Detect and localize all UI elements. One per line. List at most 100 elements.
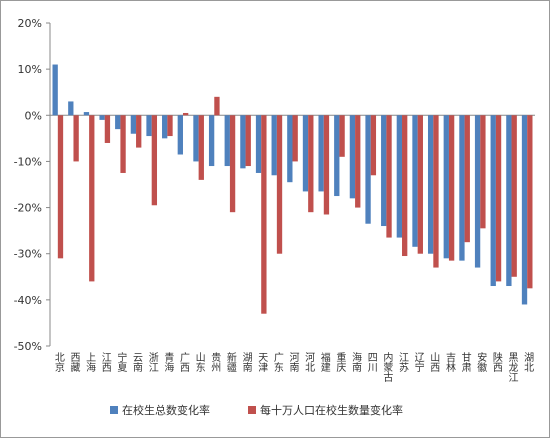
- bar: [229, 115, 236, 213]
- x-tick-label: 宁夏: [115, 351, 127, 372]
- bar: [433, 115, 439, 268]
- bar: [323, 115, 330, 215]
- x-tick-label: 山东: [193, 352, 205, 372]
- bar: [339, 115, 345, 157]
- x-tick-label: 海南: [350, 351, 362, 372]
- bar: [443, 115, 449, 259]
- x-tick-label: 青海: [162, 351, 174, 373]
- bar: [162, 115, 168, 139]
- bar: [245, 115, 251, 167]
- bar: [115, 115, 121, 130]
- bar: [136, 115, 142, 148]
- bar: [214, 96, 220, 116]
- legend-swatch: [110, 406, 118, 414]
- x-tick-label: 河南: [287, 352, 299, 372]
- bar: [146, 115, 152, 137]
- y-tick-label: 0%: [25, 109, 42, 122]
- bar: [208, 115, 215, 167]
- bar: [99, 115, 105, 120]
- x-tick-label: 河北: [303, 352, 315, 372]
- y-tick-label: -50%: [14, 340, 42, 353]
- bar: [276, 115, 283, 254]
- bar: [182, 112, 189, 116]
- bar: [334, 115, 340, 197]
- bar: [57, 115, 64, 259]
- x-tick-label: 江西: [99, 352, 111, 372]
- bar: [318, 115, 324, 192]
- bar: [151, 115, 158, 206]
- bar: [89, 115, 95, 282]
- y-tick-label: 10%: [18, 63, 42, 76]
- y-tick-label: 20%: [18, 17, 42, 30]
- bar: [308, 115, 314, 213]
- x-tick-label: 安徽: [475, 351, 487, 373]
- x-tick-label: 上海: [84, 352, 96, 373]
- x-tick-label: 甘肃: [459, 351, 471, 373]
- x-tick-label: 陕西: [490, 351, 502, 372]
- legend-label: 在校生总数变化率: [122, 403, 210, 417]
- bar: [83, 112, 90, 116]
- x-tick-label: 内蒙古: [381, 351, 393, 383]
- x-tick-label: 新疆: [224, 351, 236, 373]
- bar: [412, 115, 418, 247]
- y-tick-label: -30%: [14, 248, 42, 261]
- bar: [527, 115, 533, 289]
- bar: [130, 115, 137, 134]
- x-tick-label: 黑龙江: [506, 352, 518, 382]
- y-tick-label: -40%: [14, 294, 42, 307]
- bar: [177, 115, 183, 155]
- bar: [495, 115, 502, 282]
- x-tick-label: 北京: [52, 352, 64, 373]
- bar: [474, 115, 481, 268]
- bar: [240, 115, 246, 169]
- x-tick-label: 四川: [365, 352, 377, 372]
- x-tick-label: 云南: [131, 352, 143, 372]
- bar: [292, 115, 298, 162]
- bar: [365, 115, 371, 224]
- bar: [193, 115, 199, 162]
- x-tick-label: 湖南: [240, 352, 252, 372]
- x-tick-label: 天津: [256, 352, 268, 373]
- bar: [287, 115, 293, 183]
- bar: [224, 115, 230, 167]
- x-tick-label: 江苏: [397, 352, 409, 373]
- bar: [506, 115, 512, 287]
- x-tick-label: 浙江: [146, 352, 158, 372]
- bar: [255, 115, 262, 173]
- bar: [120, 115, 126, 173]
- bar: [73, 115, 79, 162]
- y-tick-label: -10%: [14, 155, 42, 168]
- bar: [68, 101, 74, 116]
- bar: [386, 115, 392, 238]
- bar: [370, 115, 377, 176]
- bar: [261, 115, 267, 314]
- bar: [271, 115, 277, 176]
- bar: [511, 115, 517, 277]
- bar: [490, 115, 496, 287]
- bar: [417, 115, 423, 254]
- bar: [459, 115, 465, 261]
- x-tick-label: 吉林: [443, 352, 455, 373]
- x-tick-label: 湖北: [522, 352, 534, 372]
- bar: [402, 115, 408, 257]
- x-tick-label: 广西: [177, 352, 189, 372]
- bar: [427, 115, 434, 254]
- bar: [521, 115, 528, 305]
- legend-label: 每十万人口在校生数量变化率: [260, 403, 403, 417]
- bar: [448, 115, 455, 261]
- x-tick-label: 广东: [271, 352, 283, 372]
- bar: [480, 115, 486, 229]
- legend-swatch: [248, 406, 256, 414]
- bar: [381, 115, 387, 227]
- bar: [355, 115, 361, 208]
- x-tick-label: 福建: [318, 351, 330, 372]
- bar: [104, 115, 111, 143]
- x-tick-label: 重庆: [334, 351, 346, 373]
- bar: [167, 115, 173, 137]
- y-tick-label: -20%: [14, 202, 42, 215]
- bar: [396, 115, 403, 238]
- x-tick-label: 西藏: [68, 352, 80, 373]
- bar: [52, 64, 58, 116]
- bar: [302, 115, 309, 192]
